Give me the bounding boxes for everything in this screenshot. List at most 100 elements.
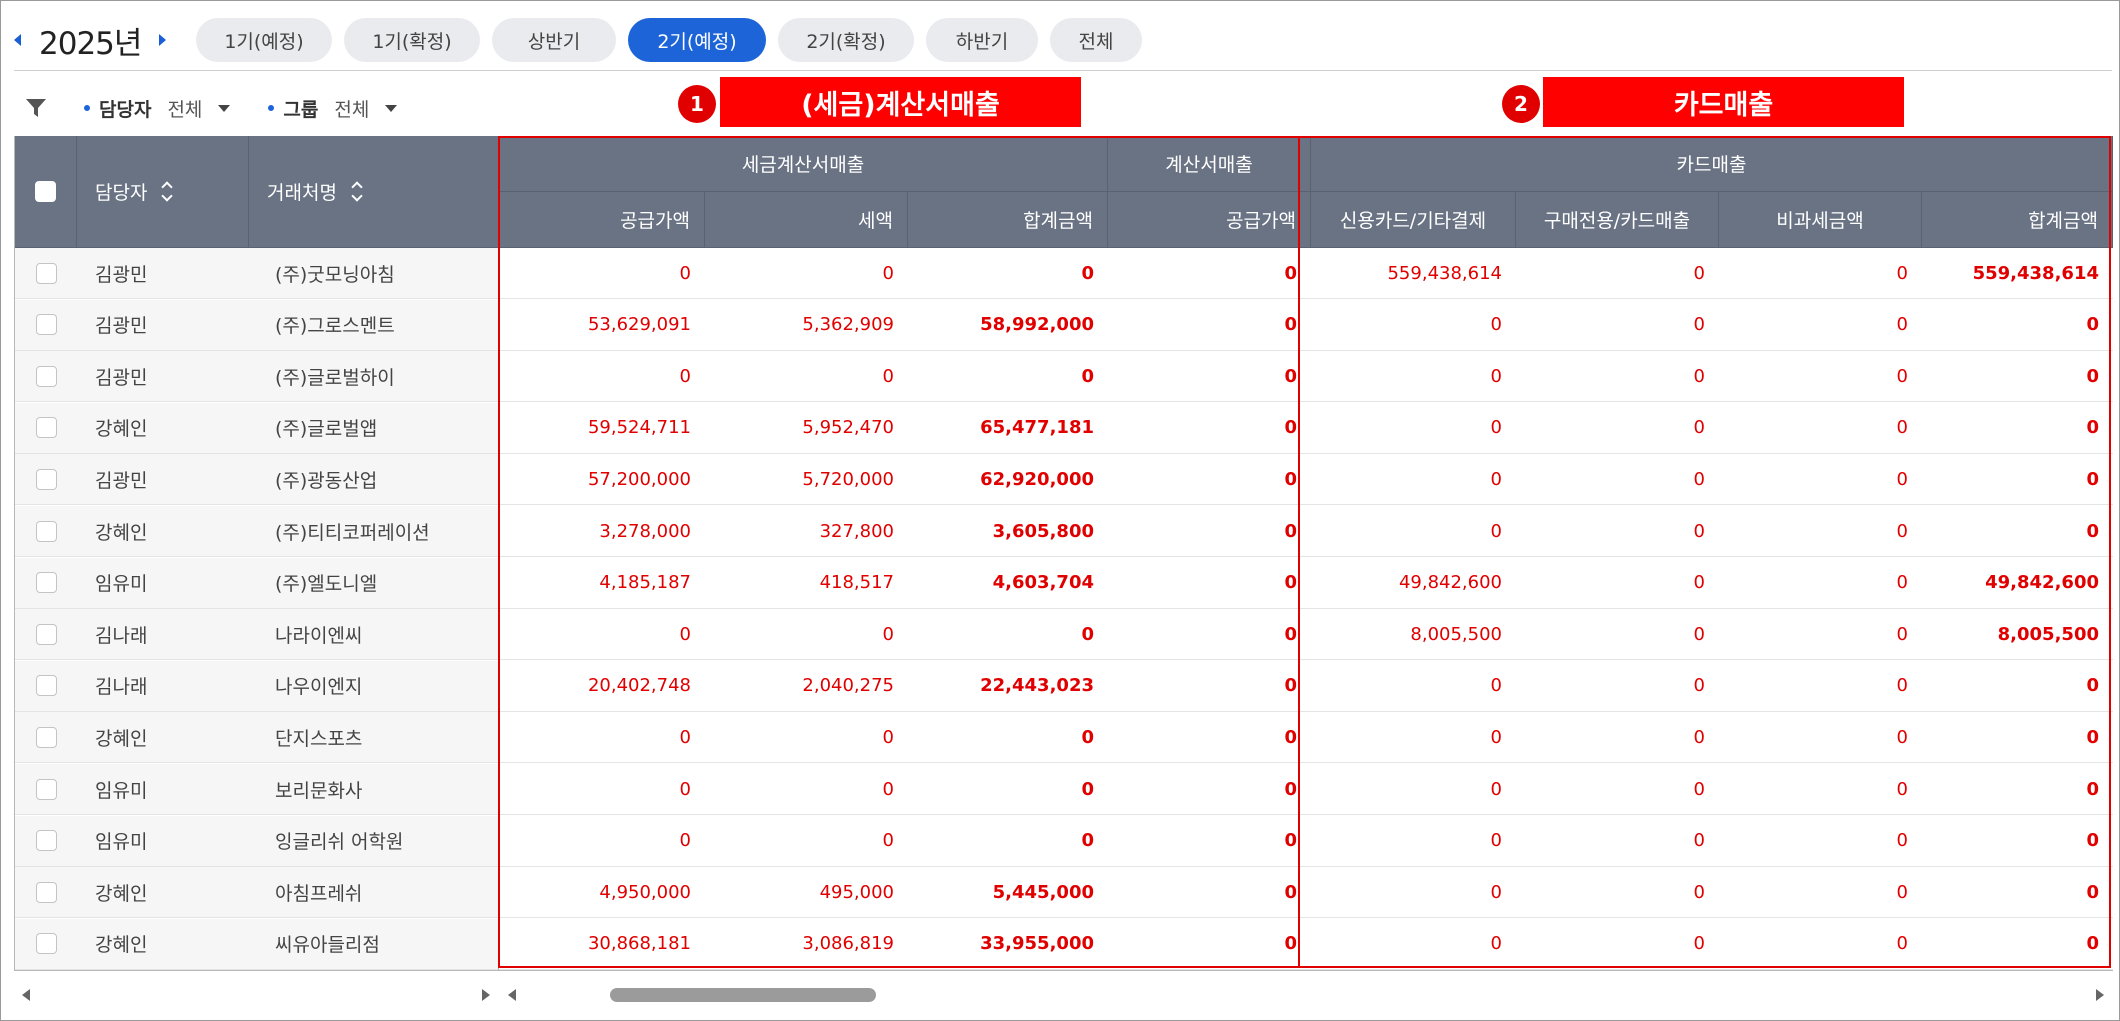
card-total-cell: 559,438,614 xyxy=(1972,262,2099,284)
tax-cell: 418,517 xyxy=(819,572,894,594)
credit-cell: 0 xyxy=(1490,314,1502,336)
purchase-cell: 0 xyxy=(1693,365,1705,387)
table-row[interactable]: 임유미 (주)엘도니엘 4,185,187 418,517 4,603,704 0 49,8… xyxy=(15,557,2113,609)
scroll-right-arrow-icon[interactable] xyxy=(482,989,490,1001)
row-checkbox[interactable] xyxy=(35,778,57,800)
chevron-down-icon[interactable] xyxy=(385,104,398,112)
scroll-left-arrow-icon[interactable] xyxy=(508,989,516,1001)
row-checkbox[interactable] xyxy=(35,881,57,903)
scroll-right-arrow-icon[interactable] xyxy=(2096,989,2104,1001)
table-row[interactable]: 강혜인 씨유아들리점 30,868,181 3,086,819 33,955,000 0 0… xyxy=(15,918,2113,970)
table-row[interactable]: 김나래 나라이엔씨 0 0 0 0 8,005,500 0 0 8,005,500 xyxy=(15,609,2113,661)
manager-filter-value[interactable]: 전체 xyxy=(167,98,203,121)
row-checkbox-cell xyxy=(15,815,77,866)
left-scrollbar[interactable] xyxy=(14,975,498,1015)
tab-q2-preliminary[interactable]: 2기(예정) xyxy=(628,18,766,62)
select-all-checkbox[interactable] xyxy=(35,181,56,202)
sort-icon[interactable] xyxy=(351,183,363,201)
row-checkbox-cell xyxy=(15,454,77,505)
table-row[interactable]: 강혜인 (주)글로벌앱 59,524,711 5,952,470 65,477,181 0… xyxy=(15,402,2113,454)
table-row[interactable]: 김광민 (주)광동산업 57,200,000 5,720,000 62,920,000 0… xyxy=(15,454,2113,506)
row-checkbox[interactable] xyxy=(35,623,57,645)
tax-cell: 0 xyxy=(882,623,894,645)
purchase-cell: 0 xyxy=(1693,314,1705,336)
tab-q1-final[interactable]: 1기(확정) xyxy=(344,18,480,62)
scrollbar-thumb[interactable] xyxy=(610,988,876,1002)
table-row[interactable]: 임유미 잉글리쉬 어학원 0 0 0 0 0 0 0 0 xyxy=(15,815,2113,867)
chevron-down-icon[interactable] xyxy=(218,104,231,112)
header-taxfree[interactable]: 비과세금액 xyxy=(1719,192,1922,248)
header-client[interactable]: 거래처명 xyxy=(249,136,499,248)
filter-icon[interactable] xyxy=(24,96,48,120)
row-checkbox[interactable] xyxy=(35,365,57,387)
tax-cell: 5,952,470 xyxy=(802,417,894,439)
table-row[interactable]: 김나래 나우이엔지 20,402,748 2,040,275 22,443,023 0 0 0… xyxy=(15,660,2113,712)
tax-cell: 0 xyxy=(882,365,894,387)
row-checkbox[interactable] xyxy=(35,468,57,490)
table-row[interactable]: 강혜인 아침프레쉬 4,950,000 495,000 5,445,000 0 0 0 0 0 xyxy=(15,867,2113,919)
table-row[interactable]: 김광민 (주)굿모닝아침 0 0 0 0 559,438,614 0 0 559,438,614 xyxy=(15,248,2113,299)
inv-cell: 0 xyxy=(1284,520,1297,542)
purchase-cell: 0 xyxy=(1693,881,1705,903)
inv-cell: 0 xyxy=(1284,468,1297,490)
manager-filter[interactable]: 담당자 전체 xyxy=(84,95,231,122)
supply-cell: 30,868,181 xyxy=(587,933,691,955)
annotation-banner-tax-invoice: (세금)계산서매출 xyxy=(720,77,1081,127)
row-checkbox[interactable] xyxy=(35,726,57,748)
row-checkbox-cell xyxy=(15,660,77,711)
table-row[interactable]: 김광민 (주)글로벌하이 0 0 0 0 0 0 0 0 xyxy=(15,351,2113,403)
client-cell: (주)굿모닝아침 xyxy=(249,248,499,298)
table-row[interactable]: 강혜인 (주)티티코퍼레이션 3,278,000 327,800 3,605,800 0 0… xyxy=(15,506,2113,557)
main-scrollbar[interactable] xyxy=(500,975,2112,1015)
tax-cell: 2,040,275 xyxy=(802,675,894,697)
caret-left-icon[interactable] xyxy=(14,34,21,46)
inv-cell: 0 xyxy=(1284,262,1297,284)
header-manager[interactable]: 담당자 xyxy=(77,136,249,248)
tab-first-half[interactable]: 상반기 xyxy=(492,18,616,62)
scroll-left-arrow-icon[interactable] xyxy=(22,989,30,1001)
client-cell: 보리문화사 xyxy=(249,764,499,814)
group-filter[interactable]: 그룹 전체 xyxy=(268,95,398,122)
group-filter-value[interactable]: 전체 xyxy=(334,98,370,121)
table-row[interactable]: 임유미 보리문화사 0 0 0 0 0 0 0 0 xyxy=(15,764,2113,815)
row-checkbox[interactable] xyxy=(35,314,57,336)
header-purchase-card[interactable]: 구매전용/카드매출 xyxy=(1516,192,1719,248)
tab-q2-final[interactable]: 2기(확정) xyxy=(778,18,914,62)
filter-bar: 담당자 전체 그룹 전체 xyxy=(24,92,435,124)
year-label: 2025년 xyxy=(39,25,142,62)
row-checkbox[interactable] xyxy=(35,933,57,955)
caret-right-icon[interactable] xyxy=(159,34,167,46)
client-cell: 아침프레쉬 xyxy=(249,867,499,918)
header-supply[interactable]: 공급가액 xyxy=(499,192,705,248)
row-checkbox[interactable] xyxy=(35,830,57,852)
header-tax[interactable]: 세액 xyxy=(705,192,908,248)
tab-all[interactable]: 전체 xyxy=(1050,18,1142,62)
row-checkbox-cell xyxy=(15,299,77,350)
period-selector: 2025년 xyxy=(14,18,167,62)
manager-cell: 임유미 xyxy=(77,815,249,866)
taxfree-cell: 0 xyxy=(1896,623,1908,645)
sort-icon[interactable] xyxy=(161,183,173,201)
supply-cell: 53,629,091 xyxy=(587,314,691,336)
annotation-banner-card: 카드매출 xyxy=(1543,77,1904,127)
row-checkbox[interactable] xyxy=(35,417,57,439)
credit-cell: 0 xyxy=(1490,468,1502,490)
table-row[interactable]: 강혜인 단지스포츠 0 0 0 0 0 0 0 0 xyxy=(15,712,2113,764)
row-checkbox[interactable] xyxy=(35,262,57,284)
row-checkbox-cell xyxy=(15,506,77,556)
tab-q1-preliminary[interactable]: 1기(예정) xyxy=(196,18,332,62)
header-card-total[interactable]: 합계금액 xyxy=(1922,192,2113,248)
row-checkbox[interactable] xyxy=(35,572,57,594)
row-checkbox-cell xyxy=(15,918,77,969)
header-manager-label: 담당자 xyxy=(95,182,148,204)
period-tabs: 1기(예정) 1기(확정) 상반기 2기(예정) 2기(확정) 하반기 전체 xyxy=(196,18,1154,62)
row-checkbox-cell xyxy=(15,712,77,763)
tab-second-half[interactable]: 하반기 xyxy=(926,18,1038,62)
header-credit-card[interactable]: 신용카드/기타결제 xyxy=(1311,192,1516,248)
credit-cell: 0 xyxy=(1490,778,1502,800)
table-row[interactable]: 김광민 (주)그로스멘트 53,629,091 5,362,909 58,992,000… xyxy=(15,299,2113,351)
row-checkbox[interactable] xyxy=(35,675,57,697)
header-invoice-supply[interactable]: 공급가액 xyxy=(1108,192,1311,248)
header-total[interactable]: 합계금액 xyxy=(908,192,1108,248)
row-checkbox[interactable] xyxy=(35,520,57,542)
